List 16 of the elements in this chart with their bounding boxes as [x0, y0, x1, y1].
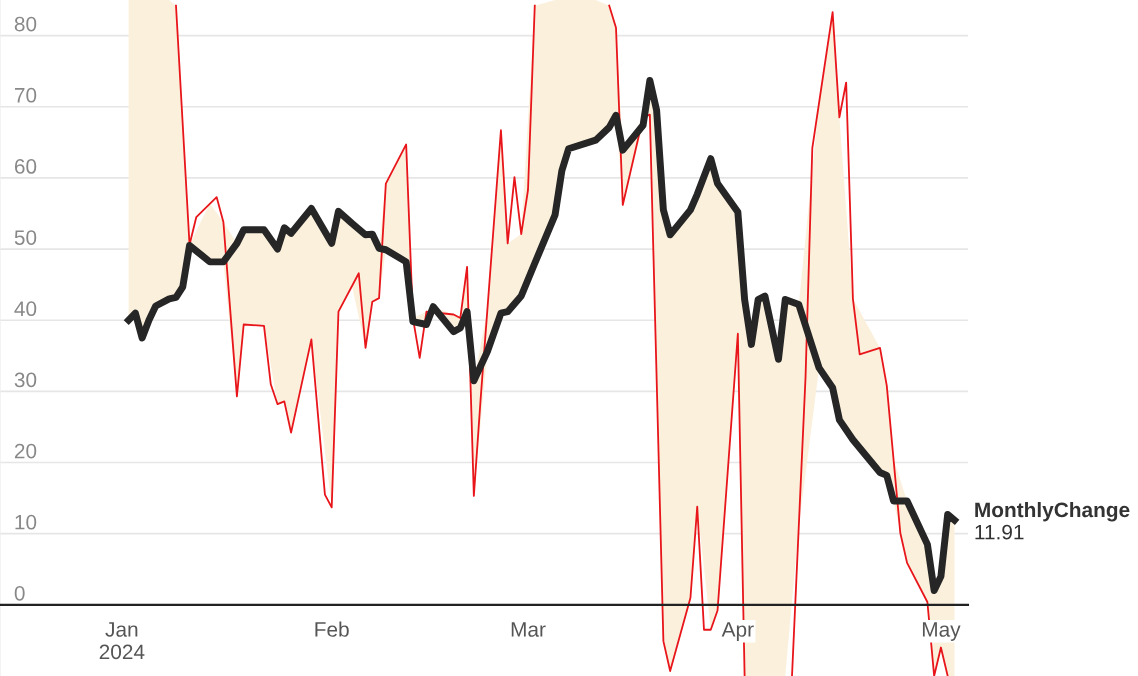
y-tick-label: 60	[14, 159, 37, 174]
y-tick-label: 40	[14, 301, 37, 317]
series-label: MonthlyChange	[975, 501, 1130, 522]
x-tick-label: May	[922, 622, 961, 641]
x-tick-label: Jan 2024	[99, 622, 145, 660]
y-tick-label: 50	[14, 230, 37, 245]
x-tick-label: Apr	[721, 622, 754, 641]
y-tick-label: 0	[14, 585, 25, 601]
x-tick-label: Feb	[315, 621, 349, 637]
y-tick-label: 10	[15, 514, 37, 530]
data-label: 11.91	[975, 524, 1024, 540]
x-tick-label: Mar	[511, 622, 546, 637]
y-tick-label: 20	[14, 443, 37, 459]
y-tick-label: 30	[14, 372, 37, 388]
y-tick-label: 80	[14, 16, 37, 32]
y-tick-label: 70	[14, 87, 37, 103]
